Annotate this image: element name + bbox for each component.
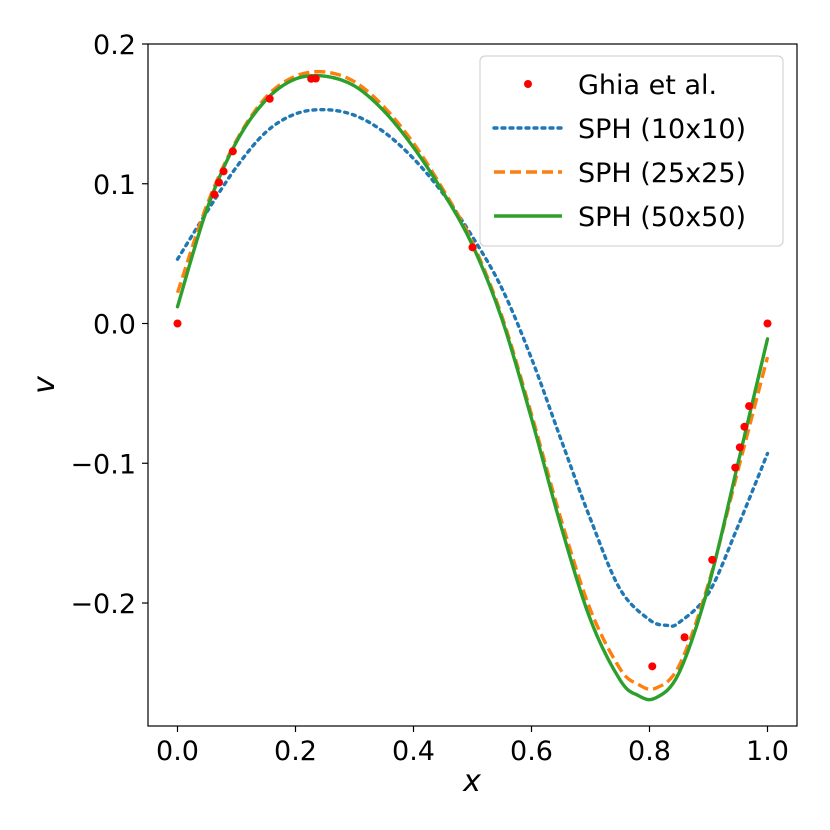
x-axis-title: x xyxy=(462,764,481,799)
y-axis: 0.2 0.1 0.0 −0.1 −0.2 xyxy=(70,30,148,620)
series-line-3 xyxy=(175,73,770,702)
reference-point xyxy=(735,443,744,452)
plot-frame xyxy=(147,43,798,727)
x-tick-label: 0.6 xyxy=(510,736,553,767)
reference-point xyxy=(265,94,274,103)
y-tick-label: 0.0 xyxy=(93,310,136,341)
reference-point xyxy=(731,463,740,472)
y-tick-label: −0.2 xyxy=(70,589,136,620)
x-tick-label: 0.0 xyxy=(156,736,199,767)
legend-box xyxy=(479,55,784,247)
legend-label: Ghia et al. xyxy=(578,70,717,101)
reference-point xyxy=(214,178,223,187)
reference-point xyxy=(680,633,689,642)
reference-point xyxy=(648,662,657,671)
x-tick-label: 0.2 xyxy=(274,736,317,767)
x-tick-label: 1.0 xyxy=(746,736,789,767)
y-tick-label: 0.1 xyxy=(93,170,136,201)
reference-point xyxy=(740,422,749,431)
reference-point xyxy=(210,190,219,199)
y-axis-title: v xyxy=(27,375,62,394)
x-tick-label: 0.4 xyxy=(392,736,435,767)
x-axis: 0.0 0.2 0.4 0.6 0.8 1.0 xyxy=(156,726,789,767)
series-line-1 xyxy=(175,107,770,628)
reference-point xyxy=(708,555,717,564)
legend-marker-reference xyxy=(524,80,532,88)
reference-point xyxy=(763,319,772,328)
y-tick-label: −0.1 xyxy=(70,449,136,480)
reference-point xyxy=(468,243,477,252)
reference-point xyxy=(745,402,754,411)
y-tick-label: 0.2 xyxy=(93,30,136,61)
legend-label: SPH (50x50) xyxy=(578,202,746,233)
reference-points xyxy=(173,74,772,671)
reference-point xyxy=(228,147,237,156)
reference-point xyxy=(219,167,228,176)
legend: Ghia et al. SPH (10x10) SPH (25x25) SPH (50… xyxy=(479,55,784,247)
legend-label: SPH (25x25) xyxy=(578,158,746,189)
series-layer xyxy=(175,69,770,702)
reference-point xyxy=(311,74,320,83)
x-tick-label: 0.8 xyxy=(628,736,671,767)
reference-point xyxy=(173,319,182,328)
legend-label: SPH (10x10) xyxy=(578,114,746,145)
